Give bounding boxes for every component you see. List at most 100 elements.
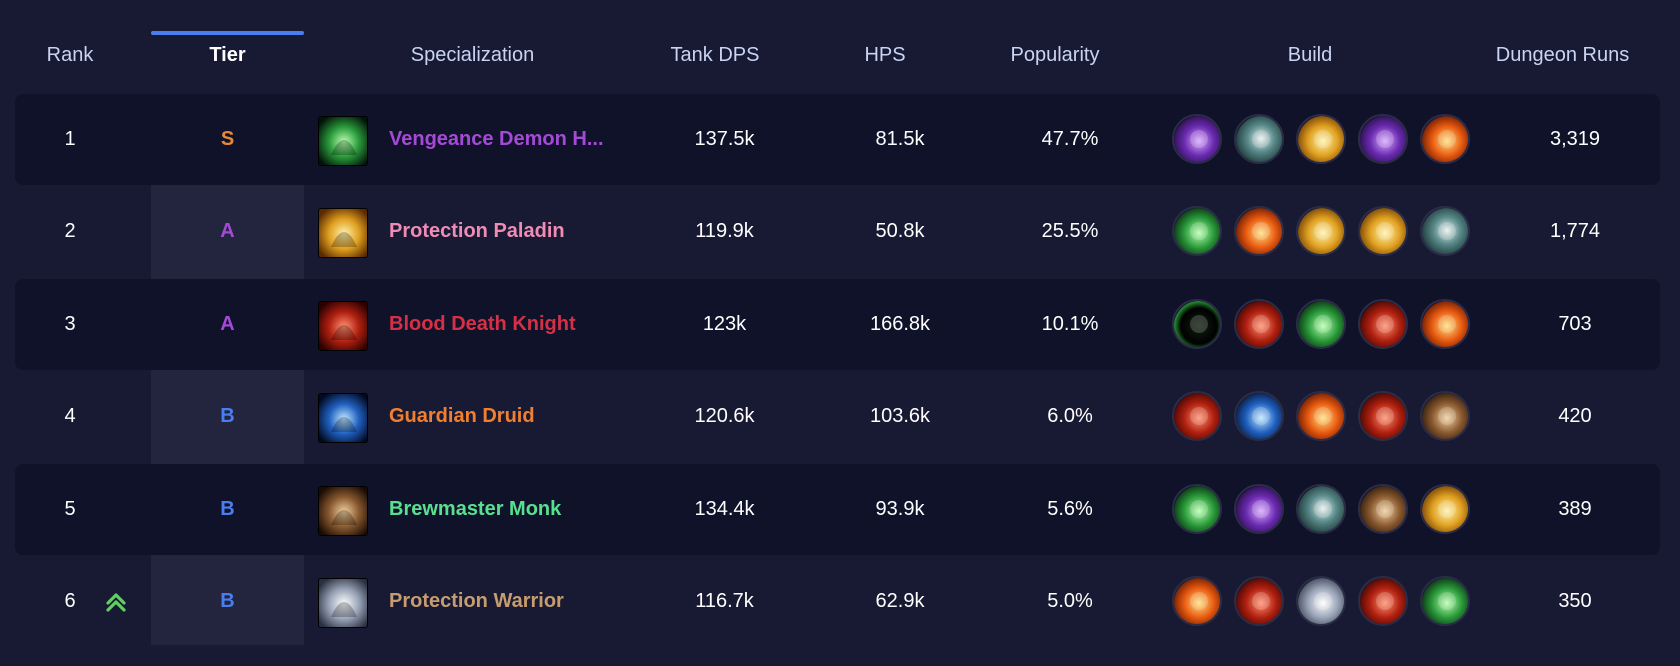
lion-face-icon[interactable]: [1172, 206, 1222, 257]
void-orb-icon[interactable]: [1358, 114, 1408, 164]
tank-dps-value: 137.5k: [694, 128, 755, 150]
sort-indicator: [151, 31, 304, 35]
dungeon-runs-value: 1,774: [1549, 220, 1601, 243]
dungeon-runs-value: 350: [1558, 590, 1592, 612]
column-header-hps[interactable]: HPS: [864, 44, 906, 66]
skull-icon[interactable]: [1234, 114, 1284, 164]
tier-badge: B: [220, 405, 235, 428]
hps-value: 62.9k: [875, 590, 925, 612]
serpent-icon[interactable]: [1296, 483, 1346, 534]
blood-skull-icon[interactable]: [318, 300, 368, 351]
popularity-value: 10.1%: [1041, 312, 1099, 335]
enraged-face-icon[interactable]: [1358, 576, 1408, 626]
build-talents: [1172, 483, 1482, 536]
warrior-shield-icon[interactable]: [318, 578, 368, 628]
dungeon-runs-value: 3,319: [1549, 128, 1601, 150]
tier-badge: S: [220, 128, 235, 150]
rank-value: 2: [64, 220, 76, 243]
brew-keg-icon[interactable]: [318, 485, 368, 536]
popularity-value: 5.6%: [1047, 497, 1093, 520]
hps-value: 81.5k: [875, 128, 925, 150]
table-header: Rank Tier Specialization Tank DPS HPS Po…: [0, 36, 1680, 74]
demon-hunter-icon[interactable]: [318, 116, 368, 166]
dungeon-runs-value: 420: [1558, 405, 1592, 428]
spec-name-link[interactable]: Brewmaster Monk: [389, 497, 562, 520]
paladin-helm-icon[interactable]: [1358, 206, 1408, 257]
column-header-popularity[interactable]: Popularity: [1010, 44, 1100, 66]
paladin-helm-icon[interactable]: [318, 208, 368, 259]
table-row[interactable]: 4 B Guardian Druid 120.6k 103.6k 6.0% 42…: [15, 371, 1660, 462]
crimson-armor-icon[interactable]: [1420, 298, 1470, 349]
feral-claw-icon[interactable]: [1420, 391, 1470, 442]
build-talents: [1172, 391, 1482, 443]
bear-paw-icon[interactable]: [318, 393, 368, 444]
spec-name-link[interactable]: Guardian Druid: [389, 405, 535, 428]
blood-claw-icon[interactable]: [1358, 298, 1408, 349]
table-row[interactable]: 5 B Brewmaster Monk 134.4k 93.9k 5.6% 38…: [15, 463, 1660, 555]
column-header-rank[interactable]: Rank: [46, 44, 94, 66]
claw-slash-icon[interactable]: [1172, 391, 1222, 442]
column-header-tier[interactable]: Tier: [209, 44, 246, 66]
jade-swirl-icon[interactable]: [1172, 483, 1222, 534]
hps-value: 103.6k: [869, 405, 931, 428]
tiger-palm-icon[interactable]: [1420, 483, 1470, 534]
column-header-build[interactable]: Build: [1287, 44, 1333, 66]
rank-value: 6: [64, 590, 76, 612]
shield-block-icon[interactable]: [1172, 576, 1222, 626]
dark-portal-icon[interactable]: [1172, 298, 1222, 349]
battle-cry-icon[interactable]: [1296, 576, 1346, 626]
tank-dps-value: 116.7k: [695, 590, 754, 612]
dungeon-runs-value: 703: [1558, 312, 1592, 335]
fel-blast-icon[interactable]: [1296, 114, 1346, 164]
popularity-value: 25.5%: [1041, 220, 1099, 243]
rank-value: 5: [64, 497, 76, 520]
red-skull-icon[interactable]: [1234, 298, 1284, 349]
popularity-value: 6.0%: [1047, 405, 1093, 428]
moonbeam-icon[interactable]: [1234, 391, 1284, 442]
rune-shield-icon[interactable]: [1420, 206, 1470, 257]
void-orb-icon[interactable]: [1172, 114, 1222, 164]
orc-face-icon[interactable]: [1420, 576, 1470, 626]
column-header-dungeon-runs[interactable]: Dungeon Runs: [1495, 44, 1630, 66]
dungeon-runs-value: 389: [1558, 497, 1592, 520]
bear-roar-icon[interactable]: [1296, 391, 1346, 442]
table-row[interactable]: 3 A Blood Death Knight 123k 166.8k 10.1%…: [15, 278, 1660, 370]
spec-name-link[interactable]: Vengeance Demon H...: [389, 128, 604, 150]
build-talents: [1172, 114, 1482, 166]
hps-value: 50.8k: [875, 220, 925, 243]
table-row[interactable]: 2 A Protection Paladin 119.9k 50.8k 25.5…: [15, 186, 1660, 277]
rank-value: 1: [64, 128, 76, 150]
build-talents: [1172, 298, 1482, 351]
spec-name-link[interactable]: Protection Paladin: [389, 220, 565, 243]
ghoul-icon[interactable]: [1296, 298, 1346, 349]
divine-light-icon[interactable]: [1296, 206, 1346, 257]
tank-dps-value: 123k: [702, 312, 747, 335]
tank-dps-value: 120.6k: [694, 405, 755, 428]
build-talents: [1172, 206, 1482, 258]
hps-value: 93.9k: [875, 497, 925, 520]
rank-value: 4: [64, 405, 76, 428]
table-row[interactable]: 1 S Vengeance Demon H... 137.5k 81.5k 47…: [15, 94, 1660, 185]
tier-badge: B: [220, 497, 235, 520]
tier-badge: B: [220, 590, 235, 612]
bear-face-icon[interactable]: [1358, 391, 1408, 442]
popularity-value: 5.0%: [1047, 590, 1093, 612]
popularity-value: 47.7%: [1041, 128, 1099, 150]
spec-name-link[interactable]: Protection Warrior: [389, 590, 564, 612]
tier-badge: A: [220, 220, 235, 243]
fire-fist-icon[interactable]: [1420, 114, 1470, 164]
keg-icon[interactable]: [1358, 483, 1408, 534]
spec-name-link[interactable]: Blood Death Knight: [389, 312, 576, 335]
tank-dps-value: 134.4k: [694, 497, 755, 520]
holy-fire-icon[interactable]: [1234, 206, 1284, 257]
tank-dps-value: 119.9k: [695, 220, 754, 243]
hps-value: 166.8k: [869, 312, 931, 335]
rank-value: 3: [64, 312, 76, 335]
flame-strike-icon[interactable]: [1234, 576, 1284, 626]
column-header-specialization[interactable]: Specialization: [410, 44, 535, 66]
tier-badge: A: [220, 312, 235, 335]
column-header-tank-dps[interactable]: Tank DPS: [670, 44, 760, 66]
staff-strike-icon[interactable]: [1234, 483, 1284, 534]
table-row[interactable]: 6 B Protection Warrior 116.7k 62.9k 5.0%…: [15, 556, 1660, 647]
